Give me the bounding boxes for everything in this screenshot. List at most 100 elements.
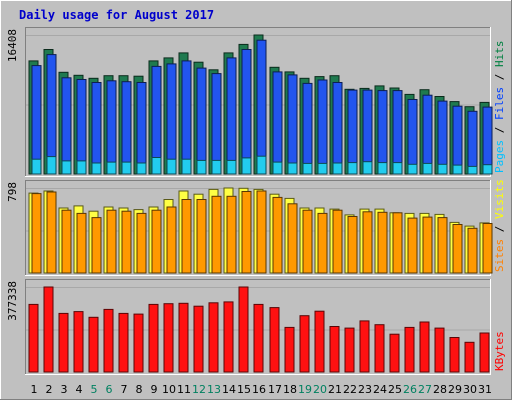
bar-kbytes <box>88 316 99 373</box>
legend: Sites / Visits <box>493 179 506 272</box>
bar-kbytes <box>464 341 475 373</box>
bar-sites <box>272 196 283 274</box>
bar-kbytes <box>299 315 310 373</box>
bar-files <box>181 60 192 175</box>
bar-sites <box>211 195 222 274</box>
bar-pages <box>362 161 373 175</box>
bar-kbytes <box>389 333 400 373</box>
bar-sites <box>347 216 358 274</box>
bar-files <box>272 71 283 175</box>
bar-files <box>482 106 493 175</box>
panel-hits-files-pages: 16408 Pages / Files / Hits <box>6 27 506 177</box>
bar-sites <box>407 217 418 274</box>
bar-files <box>166 63 177 175</box>
bar-kbytes <box>163 303 174 373</box>
x-tick-label: 5 <box>91 383 98 396</box>
bar-pages <box>241 157 252 175</box>
x-tick-label: 16 <box>252 383 266 396</box>
bar-sites <box>91 217 102 274</box>
bar-files <box>46 54 57 175</box>
x-tick-label: 8 <box>136 383 143 396</box>
x-tick-label: 27 <box>418 383 432 396</box>
bar-sites <box>46 191 57 274</box>
bar-pages <box>76 160 87 175</box>
bar-pages <box>181 158 192 175</box>
bar-files <box>302 82 313 175</box>
bar-pages <box>422 162 433 175</box>
bar-files <box>467 110 478 175</box>
bar-kbytes <box>284 326 295 373</box>
bar-pages <box>302 162 313 175</box>
legend-separator: / <box>493 120 506 140</box>
bar-pages <box>272 161 283 175</box>
bar-kbytes <box>148 303 159 373</box>
x-tick-label: 24 <box>373 383 387 396</box>
bar-kbytes <box>404 326 415 373</box>
x-tick-label: 3 <box>61 383 68 396</box>
legend-files: Files <box>493 87 506 120</box>
bar-sites <box>256 190 267 274</box>
bar-kbytes <box>133 313 144 373</box>
bar-kbytes <box>449 337 460 373</box>
bar-pages <box>226 159 237 175</box>
bar-files <box>407 99 418 175</box>
bar-files <box>332 82 343 175</box>
x-tick-label: 10 <box>162 383 176 396</box>
y-axis-max-label: 16408 <box>6 29 19 62</box>
bar-files <box>437 100 448 175</box>
bar-files <box>452 105 463 175</box>
bar-files <box>226 57 237 175</box>
x-tick-label: 25 <box>388 383 402 396</box>
bar-pages <box>347 162 358 175</box>
bar-sites <box>196 199 207 274</box>
bar-files <box>317 79 328 175</box>
bar-files <box>31 65 42 175</box>
bar-sites <box>136 212 147 274</box>
bar-sites <box>377 211 388 274</box>
bar-files <box>121 81 132 175</box>
bar-kbytes <box>434 327 445 373</box>
bar-kbytes <box>28 303 39 373</box>
bar-kbytes <box>314 310 325 373</box>
bar-pages <box>46 156 57 175</box>
bar-kbytes <box>359 320 370 373</box>
legend-hits: Hits <box>493 41 506 68</box>
legend-pages: Pages <box>493 140 506 173</box>
legend-separator: / <box>493 219 506 239</box>
bar-pages <box>151 157 162 175</box>
x-tick-label: 17 <box>268 383 282 396</box>
bar-pages <box>452 164 463 175</box>
bar-pages <box>106 161 117 175</box>
bar-kbytes <box>58 312 69 373</box>
y-axis-max-label: 798 <box>6 182 19 202</box>
bar-kbytes <box>344 327 355 373</box>
bar-pages <box>256 155 267 175</box>
bar-sites <box>362 211 373 274</box>
x-tick-label: 9 <box>151 383 158 396</box>
x-tick-label: 15 <box>237 383 251 396</box>
bar-sites <box>452 224 463 274</box>
bar-kbytes <box>118 312 129 373</box>
bar-files <box>106 80 117 175</box>
bar-pages <box>287 162 298 175</box>
bar-pages <box>61 160 72 175</box>
x-tick-label: 13 <box>207 383 221 396</box>
bar-files <box>422 94 433 175</box>
bar-kbytes <box>238 286 249 373</box>
bar-pages <box>482 164 493 175</box>
bar-pages <box>136 162 147 175</box>
bar-pages <box>407 163 418 175</box>
panel-visits-sites: 798 Sites / Visits <box>6 179 506 276</box>
bar-pages <box>467 165 478 175</box>
bar-pages <box>91 162 102 175</box>
bar-files <box>392 90 403 175</box>
bar-sites <box>437 217 448 274</box>
bar-kbytes <box>193 305 204 373</box>
x-tick-label: 28 <box>433 383 447 396</box>
bar-sites <box>287 203 298 274</box>
bar-pages <box>392 162 403 175</box>
bar-kbytes <box>178 302 189 373</box>
x-tick-label: 26 <box>403 383 417 396</box>
x-axis-day-labels: 1 2 3 4 5 6 7 8 9 10 11 12 13 14 15 16 17 18 19 20 21 22 23 24 2… <box>31 383 493 396</box>
bar-files <box>91 82 102 175</box>
